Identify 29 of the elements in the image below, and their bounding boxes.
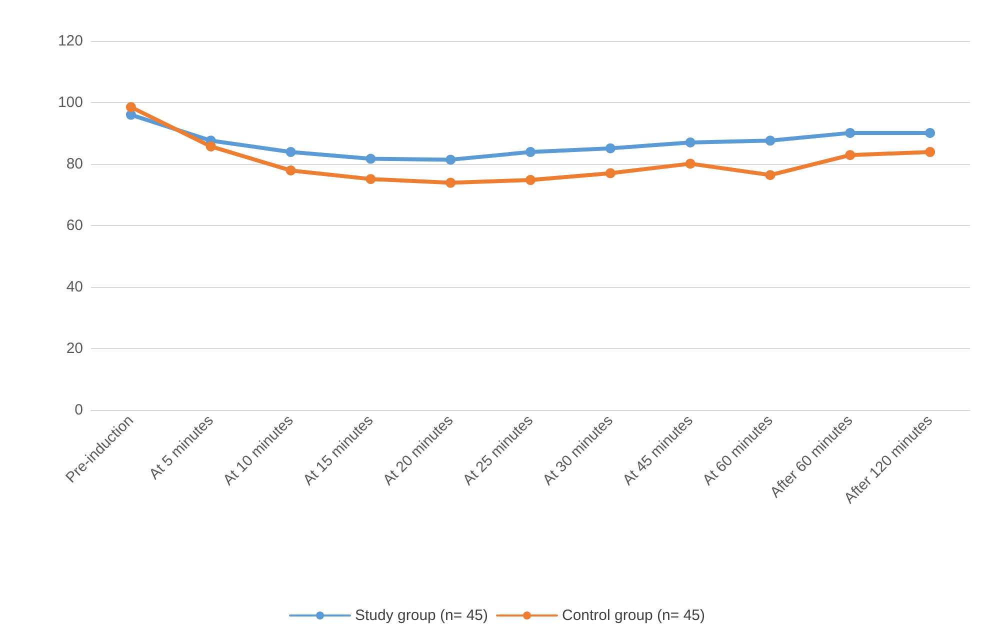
y-tick-label: 120 <box>58 32 83 50</box>
point <box>685 137 696 148</box>
point <box>765 136 776 146</box>
point <box>446 154 456 165</box>
y-tick-label: 60 <box>66 217 83 234</box>
point <box>845 128 856 138</box>
point <box>446 178 456 188</box>
point <box>366 174 376 184</box>
point <box>925 128 936 138</box>
point <box>206 141 216 152</box>
point <box>286 165 296 176</box>
point <box>126 102 136 112</box>
y-tick-label: 40 <box>66 278 83 296</box>
y-tick-label: 100 <box>58 94 83 111</box>
point <box>605 143 616 154</box>
point <box>286 147 296 158</box>
y-tick-label: 20 <box>66 340 83 357</box>
point <box>925 147 936 158</box>
y-tick-label: 0 <box>74 402 83 418</box>
point <box>685 158 696 169</box>
point <box>526 174 536 185</box>
point <box>605 168 616 178</box>
point <box>366 154 376 164</box>
point <box>526 147 536 158</box>
legend-label: Study group (n= 45) <box>355 607 488 624</box>
legend-label: Control group (n= 45) <box>562 607 706 624</box>
point <box>845 150 856 160</box>
y-tick-label: 80 <box>66 156 83 172</box>
point <box>765 170 776 180</box>
